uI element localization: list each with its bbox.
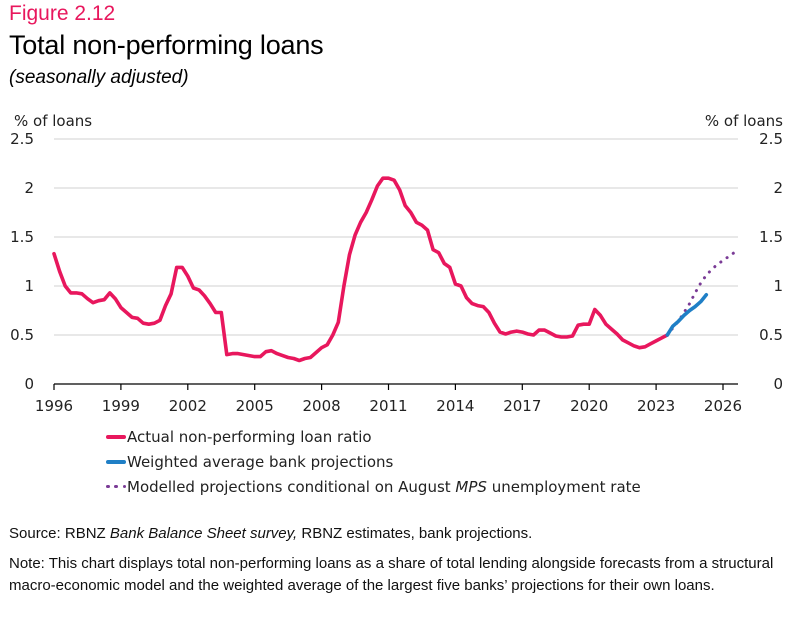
x-tick-label: 2014 bbox=[436, 397, 474, 415]
legend-item-bank-projections: Weighted average bank projections bbox=[106, 449, 641, 474]
x-tick-label: 2005 bbox=[236, 397, 274, 415]
series-line-bank-projections bbox=[665, 292, 709, 337]
x-axis: 1996 1999 2002 2005 2008 2011 2014 2017 2020 2023… bbox=[35, 383, 742, 415]
source-note: Source: RBNZ Bank Balance Sheet survey, … bbox=[9, 525, 532, 542]
x-tick-label: 1996 bbox=[35, 397, 73, 415]
y-tick-label-right: 1 bbox=[773, 277, 783, 295]
legend-label-italic: MPS bbox=[455, 477, 487, 496]
legend-label: Weighted average bank projections bbox=[127, 452, 394, 471]
legend-item-actual: Actual non-performing loan ratio bbox=[106, 424, 641, 449]
legend-label-part: unemployment rate bbox=[486, 477, 641, 496]
y-ticks-right: 0 0.5 1 1.5 2 2.5 bbox=[759, 130, 783, 393]
y-ticks-left: 0 0.5 1 1.5 2 2.5 bbox=[10, 130, 34, 393]
y-axis-label-right: % of loans bbox=[705, 112, 783, 130]
y-tick-label-left: 2.5 bbox=[10, 130, 34, 148]
y-tick-label-left: 0.5 bbox=[10, 326, 34, 344]
chart-note: Note: This chart displays total non-perf… bbox=[9, 555, 774, 594]
source-suffix: RBNZ estimates, bank projections. bbox=[297, 525, 533, 542]
y-tick-label-left: 0 bbox=[24, 375, 34, 393]
y-tick-label-left: 1 bbox=[24, 277, 34, 295]
y-tick-label-left: 1.5 bbox=[10, 228, 34, 246]
source-italic: Bank Balance Sheet survey, bbox=[109, 525, 298, 542]
series-line-modelled-projections bbox=[665, 251, 736, 337]
x-tick-label: 2002 bbox=[169, 397, 207, 415]
x-tick-label: 2017 bbox=[503, 397, 541, 415]
legend: Actual non-performing loan ratio Weighte… bbox=[106, 424, 641, 499]
x-tick-label: 1999 bbox=[102, 397, 140, 415]
x-tick-label: 2026 bbox=[704, 397, 742, 415]
legend-swatch-actual bbox=[106, 434, 126, 439]
y-axis-label-left: % of loans bbox=[14, 112, 92, 130]
x-tick-label: 2020 bbox=[570, 397, 608, 415]
legend-swatch-modelled bbox=[106, 484, 126, 489]
chart-title: Total non-performing loans bbox=[9, 30, 324, 60]
y-tick-label-right: 0.5 bbox=[759, 326, 783, 344]
series-line-actual bbox=[52, 176, 670, 363]
source-prefix: Source: RBNZ bbox=[9, 525, 110, 542]
chart: % of loans % of loans 0 0.5 1 1.5 2 2.5 0 0.5 1… bbox=[10, 112, 783, 415]
figure-label: Figure 2.12 bbox=[9, 2, 116, 25]
y-tick-label-right: 2 bbox=[773, 179, 783, 197]
series-group bbox=[52, 176, 736, 363]
legend-label-part: Modelled projections conditional on Augu… bbox=[127, 477, 456, 496]
x-tick-label: 2023 bbox=[637, 397, 675, 415]
y-tick-label-right: 0 bbox=[773, 375, 783, 393]
y-tick-label-left: 2 bbox=[24, 179, 34, 197]
legend-label: Modelled projections conditional on Augu… bbox=[127, 478, 641, 496]
chart-subtitle: (seasonally adjusted) bbox=[9, 67, 189, 88]
y-tick-label-right: 2.5 bbox=[759, 130, 783, 148]
legend-label: Actual non-performing loan ratio bbox=[127, 427, 372, 446]
legend-item-modelled-projections: Modelled projections conditional on Augu… bbox=[106, 474, 641, 499]
y-tick-label-right: 1.5 bbox=[759, 228, 783, 246]
legend-swatch-bank bbox=[106, 459, 126, 464]
grid bbox=[54, 138, 738, 336]
x-tick-label: 2008 bbox=[303, 397, 341, 415]
x-tick-label: 2011 bbox=[369, 397, 407, 415]
